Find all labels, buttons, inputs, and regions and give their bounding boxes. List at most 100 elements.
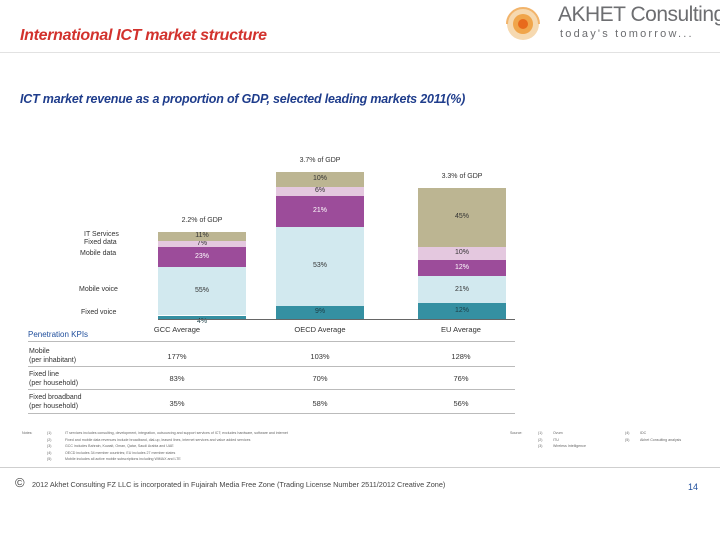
source-marker: (1) xyxy=(538,431,543,435)
notes-markers: (1) (2) (3) (4) (5) xyxy=(47,430,51,463)
bar-segment-label: 21% xyxy=(454,285,469,293)
logo-name: AKHET Consulting xyxy=(558,3,720,26)
bar-segment xyxy=(418,275,506,304)
source-markers-2: (4) (5) xyxy=(625,430,629,443)
bar-segment xyxy=(418,260,506,276)
kpi-label-line: (per inhabitant) xyxy=(29,357,77,364)
note-marker: (3) xyxy=(47,444,52,449)
bar-segment xyxy=(276,172,364,187)
bar-segment xyxy=(276,195,364,227)
legend-fixed-data: Fixed data xyxy=(84,239,117,246)
kpi-divider xyxy=(28,389,515,390)
bar-segment-label: 4% xyxy=(196,317,208,325)
note-line: GCC includes Bahrain, Kuwait, Oman, Qata… xyxy=(65,444,174,449)
bar-segment-label: 10% xyxy=(454,249,469,257)
x-axis-line xyxy=(158,319,515,320)
kpi-value: 128% xyxy=(451,352,471,361)
note-marker: (5) xyxy=(47,457,52,462)
source-list: Ovum ITU Wireless Intelligence xyxy=(553,430,586,450)
bar-segment-label: 9% xyxy=(314,308,326,316)
source-line: Wireless Intelligence xyxy=(553,444,586,449)
kpi-label-line: (per household) xyxy=(29,380,79,387)
gdp-share-label: 3.7% of GDP xyxy=(299,157,341,164)
bar-segment-label: 45% xyxy=(454,213,469,221)
kpi-title: Penetration KPIs xyxy=(28,330,89,339)
sun-logo-icon xyxy=(506,7,540,40)
bar-segment-label: 53% xyxy=(312,262,327,270)
note-line: Mobile includes all active mobile subscr… xyxy=(65,457,181,462)
category-label-gcc: GCC Average xyxy=(153,325,201,334)
kpi-label-mobile: Mobile (per inhabitant) xyxy=(29,347,76,365)
kpi-value: 58% xyxy=(312,399,328,408)
copyright-text: 2012 Akhet Consulting FZ LLC is incorpor… xyxy=(32,480,446,489)
legend-it-services: IT Services xyxy=(84,231,119,238)
kpi-label-fixed-line: Fixed line (per household) xyxy=(29,370,78,388)
legend-mobile-data: Mobile data xyxy=(80,250,117,257)
source-line: Ovum xyxy=(553,431,563,435)
logo-tagline: today's tomorrow... xyxy=(560,28,694,40)
bar-segment-label: 12% xyxy=(454,263,469,271)
footer-divider xyxy=(0,467,720,468)
kpi-label-line: Fixed line xyxy=(29,371,59,378)
bar-segment xyxy=(158,241,246,248)
bar-segment xyxy=(418,303,506,319)
kpi-value: 177% xyxy=(167,352,187,361)
bar-segment xyxy=(158,231,246,242)
source-line: Akhet Consulting analysis xyxy=(640,437,682,442)
source-marker: (2) xyxy=(538,437,543,442)
kpi-label-fixed-broadband: Fixed broadband (per household) xyxy=(29,393,82,411)
bar-segment xyxy=(418,187,506,247)
source-line: ITU xyxy=(553,437,559,442)
gdp-share-label: 2.2% of GDP xyxy=(181,216,223,224)
source-markers: (1) (2) (3) xyxy=(538,430,542,450)
source-line: IDC xyxy=(640,431,647,435)
source-list-2: IDC Akhet Consulting analysis xyxy=(640,430,681,443)
kpi-divider xyxy=(28,366,515,367)
bar-segment-label: 21% xyxy=(312,207,327,215)
kpi-label-line: Mobile xyxy=(29,348,50,355)
legend-fixed-voice: Fixed voice xyxy=(81,309,117,316)
bar-segment xyxy=(276,226,364,306)
note-line: OECD includes 34 member countries; EU in… xyxy=(65,450,176,455)
kpi-value: 56% xyxy=(453,399,469,408)
note-marker: (4) xyxy=(47,450,52,455)
source-marker: (5) xyxy=(625,437,630,442)
source-marker: (4) xyxy=(625,431,630,435)
note-marker: (1) xyxy=(47,431,52,435)
bar-segment-label: 23% xyxy=(194,253,209,261)
kpi-value: 76% xyxy=(453,374,469,383)
page-number: 14 xyxy=(688,482,699,492)
category-label-eu: EU Average xyxy=(441,325,481,334)
bar-segment xyxy=(276,186,364,196)
kpi-value: 70% xyxy=(312,374,328,383)
bar-segment xyxy=(158,315,246,319)
bar-segment xyxy=(158,247,246,268)
kpi-divider xyxy=(28,413,515,414)
kpi-value: 83% xyxy=(169,374,185,383)
kpi-value: 35% xyxy=(169,399,185,408)
note-line: IT services includes consulting, develop… xyxy=(65,431,288,435)
source-marker: (3) xyxy=(538,444,543,449)
bar-segment xyxy=(418,246,506,260)
sources-heading: Source: xyxy=(510,431,523,435)
gdp-share-label: 3.3% of GDP xyxy=(441,172,483,180)
note-line: Fixed and mobile data revenues include b… xyxy=(65,437,251,442)
bar-segment xyxy=(158,267,246,316)
header-divider xyxy=(0,52,720,53)
note-marker: (2) xyxy=(47,437,52,442)
legend-mobile-voice: Mobile voice xyxy=(79,286,118,293)
page-title: International ICT market structure xyxy=(20,27,267,44)
copyright-icon: © xyxy=(15,475,25,490)
kpi-label-line: (per household) xyxy=(29,403,79,410)
notes-heading: Notes: xyxy=(22,431,33,435)
bar-segment-label: 11% xyxy=(195,232,209,240)
chart-subtitle: ICT market revenue as a proportion of GD… xyxy=(20,92,466,106)
kpi-value: 103% xyxy=(310,352,330,361)
bar-segment-label: 6% xyxy=(314,187,326,195)
bar-segment-label: 10% xyxy=(312,175,327,183)
bar-segment-label: 7% xyxy=(196,240,208,248)
category-label-oecd: OECD Average xyxy=(294,325,346,334)
notes-list: IT services includes consulting, develop… xyxy=(65,430,288,463)
bar-segment-label: 55% xyxy=(194,287,209,295)
